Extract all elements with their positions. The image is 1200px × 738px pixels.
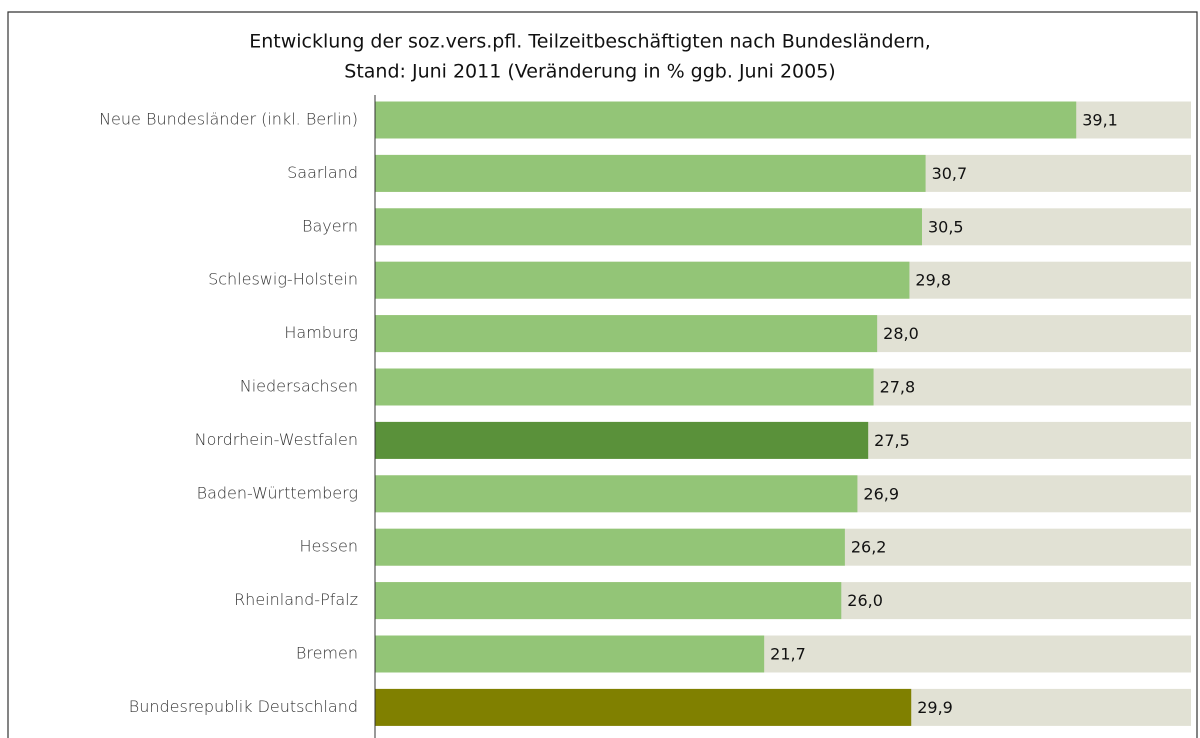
category-label: Hamburg [284,323,358,342]
bar [375,475,858,513]
category-label: Baden-Württemberg [197,483,358,502]
bar [375,528,845,566]
bar [375,582,842,620]
category-label: Nordrhein-Westfalen [195,430,358,449]
bar [375,688,912,726]
category-label: Schleswig-Holstein [208,270,358,289]
category-label: Rheinland-Pfalz [234,590,358,609]
bar [375,368,874,406]
value-label: 21,7 [770,645,806,664]
value-label: 29,9 [917,698,953,717]
category-label: Bremen [296,644,358,663]
value-label: 39,1 [1082,111,1118,130]
category-label: Niedersachsen [240,377,358,396]
category-label: Neue Bundesländer (inkl. Berlin) [99,110,358,129]
value-label: 30,7 [932,164,968,183]
category-label: Hessen [299,537,358,556]
frame [7,11,1198,738]
bar [375,315,878,353]
chart-title: Entwicklung der soz.vers.pfl. Teilzeitbe… [249,31,931,53]
value-label: 29,8 [915,271,951,290]
bar [375,261,910,299]
chart-subtitle: Stand: Juni 2011 (Veränderung in % ggb. … [344,61,835,83]
category-label: Saarland [287,163,358,182]
value-label: 28,0 [883,324,919,343]
bar [375,154,926,192]
bar [375,208,922,246]
value-label: 26,0 [847,591,883,610]
value-label: 26,2 [851,538,887,557]
category-label: Bayern [302,216,358,235]
value-label: 30,5 [928,217,964,236]
value-label: 26,9 [863,484,899,503]
category-label: Bundesrepublik Deutschland [129,697,358,716]
bar [375,635,765,673]
bar [375,421,869,459]
value-label: 27,5 [874,431,910,450]
bar [375,101,1077,139]
value-label: 27,8 [880,378,916,397]
